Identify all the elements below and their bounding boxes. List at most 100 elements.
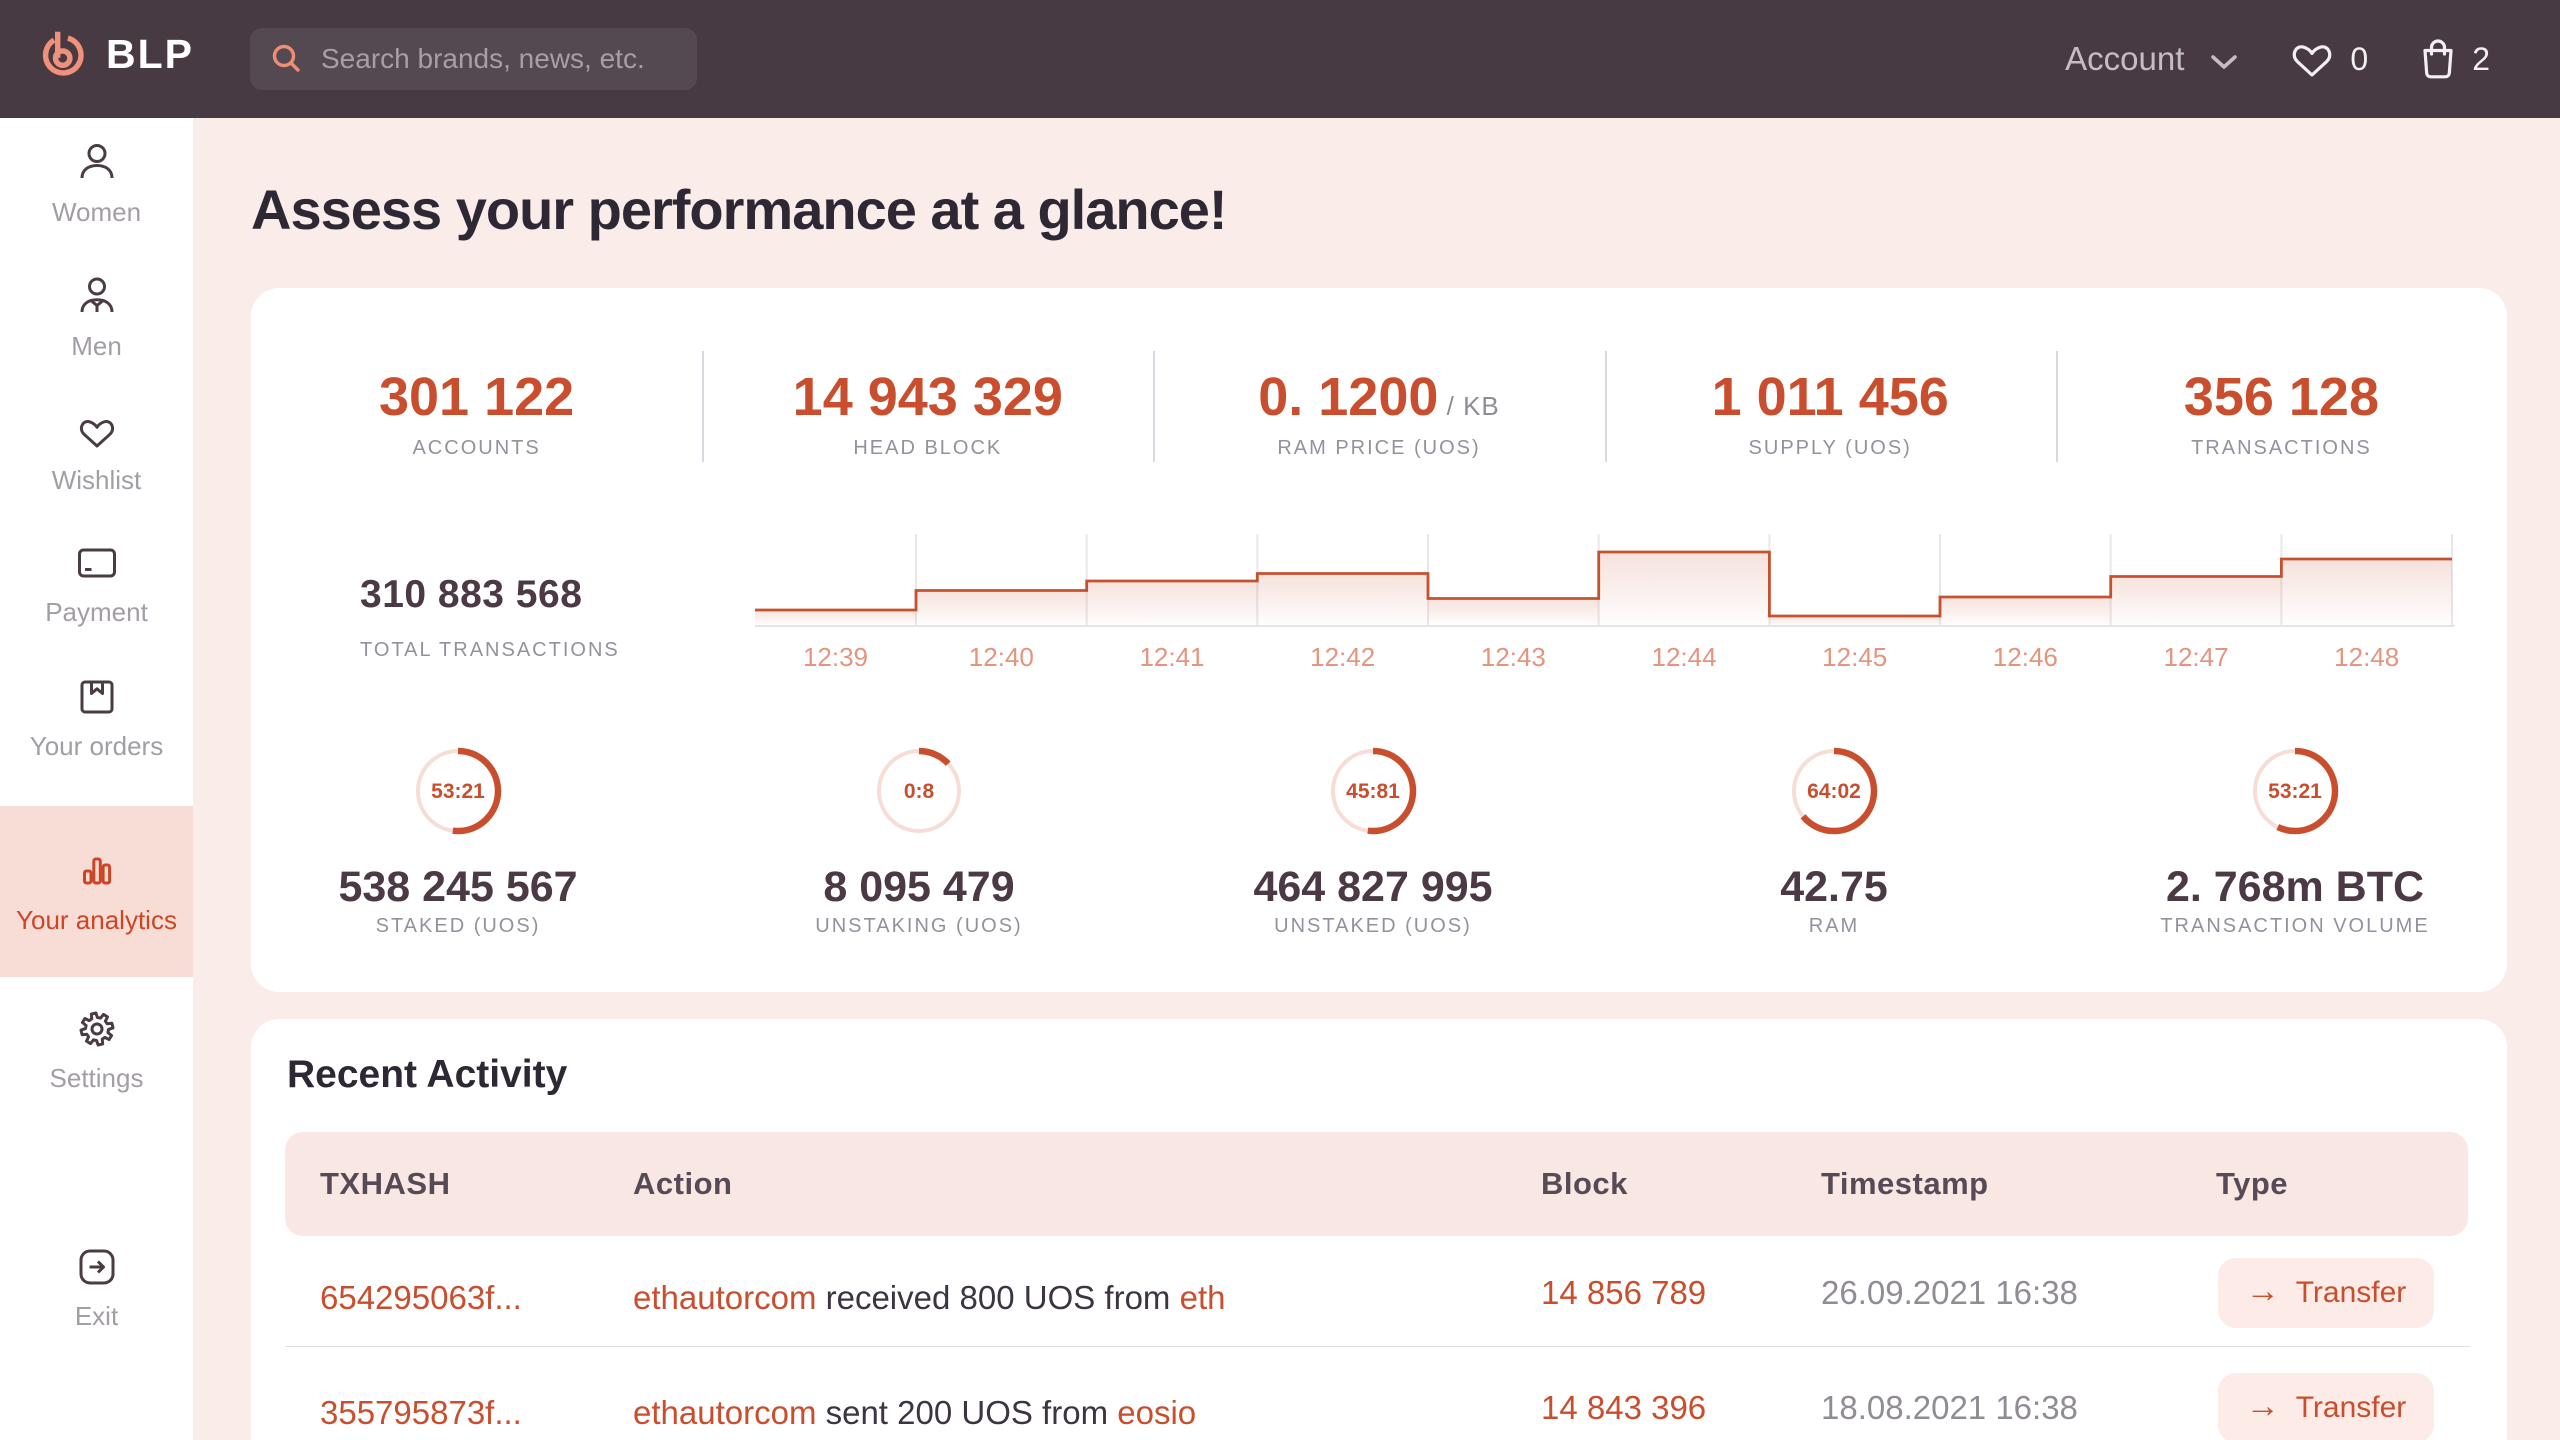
total-transactions: 310 883 568 TOTAL TRANSACTIONS [360, 573, 620, 662]
stat-value: 356 128 [2183, 367, 2379, 427]
stat-label: TRANSACTIONS [2191, 437, 2372, 459]
stat-value: 301 122 [378, 367, 575, 427]
arrow-right-icon: → [2245, 1387, 2280, 1425]
gauge-value: 464 827 995 [1253, 863, 1493, 911]
sidebar-item-men[interactable]: Men [0, 274, 193, 362]
sidebar-item-exit[interactable]: Exit [0, 1244, 193, 1332]
cell-txhash[interactable]: 355795873f... [320, 1394, 522, 1431]
person-tie-icon [80, 277, 113, 313]
sidebar-item-label: Men [71, 331, 122, 361]
x-tick-label: 12:41 [1139, 642, 1204, 672]
search-bar[interactable] [250, 28, 697, 90]
stat-label: HEAD BLOCK [853, 437, 1003, 459]
wishlist-count: 0 [2350, 40, 2369, 77]
sidebar: Women Men Wishlist Payment Your orders Your a… [0, 118, 193, 1440]
gauge-ram: 64:02 42.75 RAM [1604, 743, 2064, 937]
gauge-ring-text: 45:81 [1346, 780, 1400, 803]
sidebar-item-orders[interactable]: Your orders [0, 674, 193, 762]
sidebar-item-settings[interactable]: Settings [0, 1006, 193, 1094]
analytics-card: 301 122 ACCOUNTS 14 943 329 HEAD BLOCK 0. 12… [251, 288, 2507, 992]
gauge-value: 8 095 479 [823, 863, 1015, 911]
wishlist-button[interactable]: 0 [2290, 39, 2368, 79]
search-icon [272, 44, 300, 72]
stat-ram-price-uos: 0. 1200 / KB RAM PRICE (UOS) [1153, 288, 1604, 474]
stat-value: 14 943 329 [792, 367, 1063, 427]
person-icon [80, 144, 113, 179]
sidebar-item-wishlist[interactable]: Wishlist [0, 408, 193, 496]
gauge-ring-text: 64:02 [1807, 780, 1861, 803]
gauge-label: UNSTAKED (UOS) [1274, 915, 1472, 937]
x-tick-label: 12:48 [2334, 642, 2399, 672]
sidebar-item-label: Settings [49, 1063, 144, 1093]
sidebar-item-women[interactable]: Women [0, 140, 193, 228]
stat-label: RAM PRICE (UOS) [1277, 437, 1481, 459]
cell-timestamp: 18.08.2021 16:38 [1821, 1389, 2078, 1426]
transfer-button[interactable]: → Transfer [2218, 1258, 2434, 1328]
stat-divider [1153, 351, 1155, 462]
gauge-value: 2. 768m BTC [2165, 863, 2425, 911]
card-icon [77, 548, 116, 578]
arrow-right-icon: → [2245, 1272, 2280, 1310]
cell-block[interactable]: 14 856 789 [1541, 1274, 1707, 1311]
stat-divider [702, 351, 704, 462]
table-row: 355795873f... ethautorcom sent 200 UOS fr… [285, 1349, 2468, 1440]
stat-transactions: 356 128 TRANSACTIONS [2056, 288, 2507, 474]
topbar: BLP Account 0 2 [0, 0, 2560, 118]
sidebar-item-analytics[interactable]: Your analytics [0, 806, 193, 977]
gauge-label: STAKED (UOS) [375, 915, 541, 937]
stat-value: 1 011 456 [1711, 367, 1949, 427]
gauge-label: UNSTAKING (UOS) [815, 915, 1023, 937]
gauge-ring: 53:21 [414, 747, 502, 835]
search-input[interactable] [321, 43, 661, 75]
brand[interactable]: BLP [39, 29, 194, 79]
transactions-step-chart: 12:39 12:40 12:41 12:42 12:43 12:44 12:45 12:46… [755, 534, 2455, 672]
sidebar-item-payment[interactable]: Payment [0, 540, 193, 628]
page-title: Assess your performance at a glance! [251, 178, 1228, 241]
x-tick-label: 12:44 [1652, 642, 1717, 672]
recent-activity-card: Recent Activity TXHASH Action Block Timesta… [251, 1019, 2507, 1440]
table-header: TXHASH Action Block Timestamp Type [285, 1132, 2468, 1236]
account-menu[interactable]: Account [2065, 40, 2238, 78]
main-content: Assess your performance at a glance! 301… [193, 118, 2560, 1440]
cart-count: 2 [2472, 40, 2490, 77]
table-row: 654295063f... ethautorcom received 800 UO… [285, 1234, 2468, 1352]
gauge-label: TRANSACTION VOLUME [2160, 915, 2430, 937]
gauge-ring: 0:8 [875, 747, 963, 835]
sidebar-item-label: Payment [45, 597, 148, 627]
gauge-label: RAM [1808, 915, 1860, 937]
blp-logo-icon [42, 31, 84, 76]
x-tick-label: 12:42 [1310, 642, 1375, 672]
table-header-type: Type [2216, 1166, 2289, 1201]
heart-icon [2293, 45, 2332, 77]
cell-txhash[interactable]: 654295063f... [320, 1279, 522, 1316]
cell-action: ethautorcom sent 200 UOS from eosio [633, 1394, 1197, 1431]
gauge-unstaking-uos: 0:8 8 095 479 UNSTAKING (UOS) [689, 743, 1149, 937]
stat-divider [1605, 351, 1607, 462]
sidebar-item-label: Women [51, 197, 142, 227]
table-header-timestamp: Timestamp [1821, 1166, 1989, 1201]
cart-button[interactable]: 2 [2420, 38, 2490, 80]
transfer-button[interactable]: → Transfer [2218, 1373, 2434, 1440]
stat-supply-uos: 1 011 456 SUPPLY (UOS) [1605, 288, 2056, 474]
sidebar-item-label: Your analytics [16, 904, 177, 935]
recent-activity-title: Recent Activity [287, 1053, 568, 1096]
stat-label: SUPPLY (UOS) [1748, 437, 1912, 459]
heart-icon [79, 420, 114, 448]
transfer-label: Transfer [2295, 1391, 2407, 1424]
gauge-ring: 64:02 [1790, 747, 1878, 835]
stats-row: 301 122 ACCOUNTS 14 943 329 HEAD BLOCK 0. 12… [251, 288, 2507, 474]
sidebar-item-label: Your orders [29, 731, 164, 761]
x-tick-label: 12:45 [1822, 642, 1887, 672]
x-tick-label: 12:43 [1481, 642, 1546, 672]
stat-accounts: 301 122 ACCOUNTS [251, 288, 702, 474]
transfer-label: Transfer [2295, 1276, 2407, 1309]
gauge-ring-text: 53:21 [431, 780, 485, 803]
table-header-txhash: TXHASH [320, 1166, 451, 1201]
cell-block[interactable]: 14 843 396 [1541, 1389, 1707, 1426]
bag-icon [2423, 39, 2453, 79]
gauge-value: 538 245 567 [338, 863, 578, 911]
gauge-value: 42.75 [1780, 863, 1888, 911]
total-transactions-label: TOTAL TRANSACTIONS [360, 639, 620, 661]
cell-timestamp: 26.09.2021 16:38 [1821, 1274, 2078, 1311]
stat-value: 0. 1200 / KB [1258, 367, 1500, 427]
